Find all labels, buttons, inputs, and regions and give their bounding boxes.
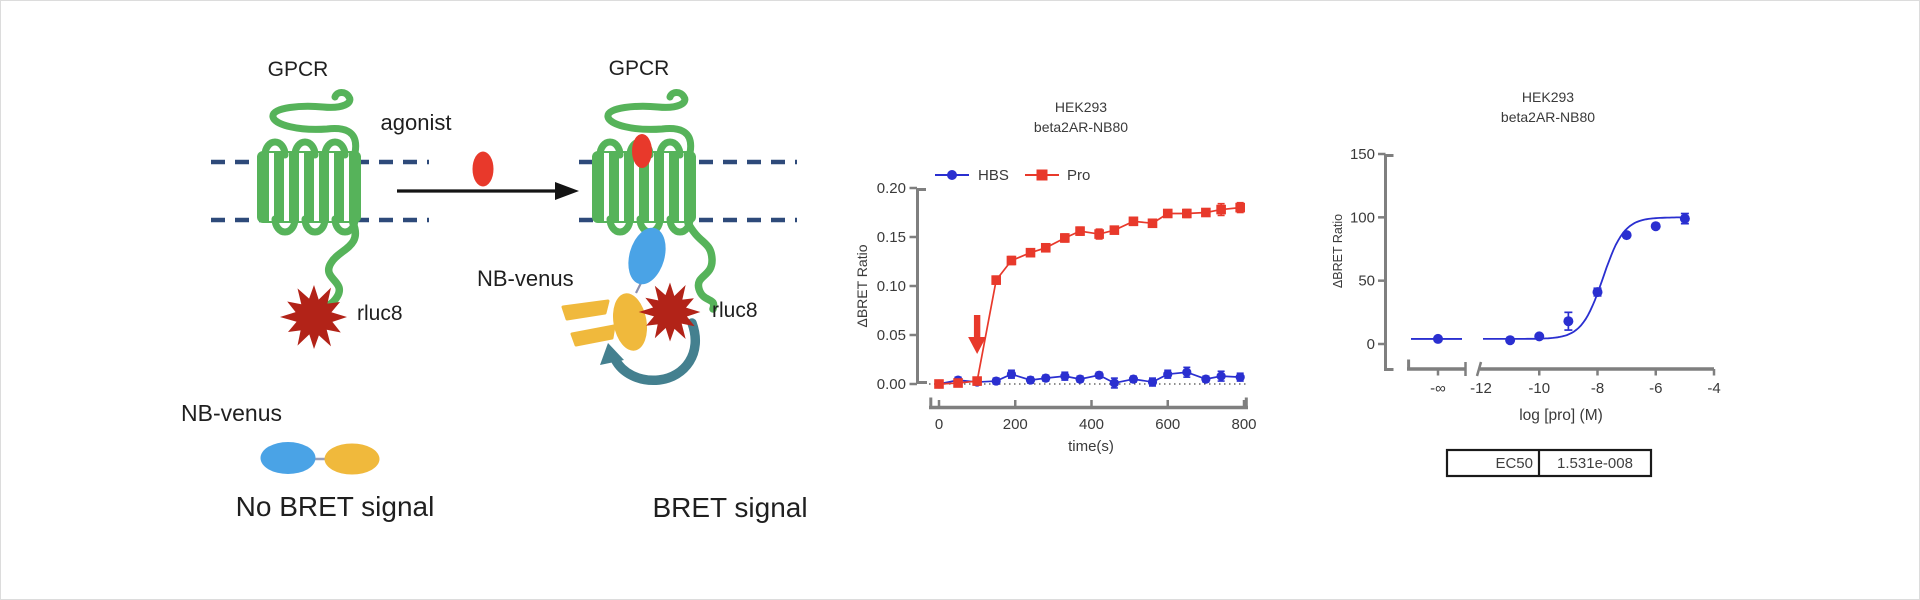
agonist-label: agonist — [380, 110, 452, 135]
svg-text:0: 0 — [1367, 336, 1375, 353]
nb-venus-dimer — [260, 442, 380, 475]
emission-flashes-icon — [561, 299, 616, 347]
energy-transfer-arrow — [600, 318, 701, 385]
dose-response-points — [1433, 212, 1690, 346]
transition-arrow — [397, 182, 579, 200]
bret-signal-label: BRET signal — [652, 492, 808, 523]
svg-text:log [pro] (M): log [pro] (M) — [1519, 407, 1603, 424]
timecourse-title-line2: beta2AR-NB80 — [1033, 119, 1129, 135]
timecourse-chart: 0.00 0.05 0.10 0.15 0.20 ΔBRET Ratio 0 200 400 60… — [854, 167, 1257, 455]
svg-text:-6: -6 — [1649, 380, 1662, 397]
svg-text:0.05: 0.05 — [877, 327, 906, 344]
timecourse-title-line1: HEK293 — [1054, 99, 1108, 115]
svg-text:800: 800 — [1231, 416, 1256, 433]
svg-text:-10: -10 — [1528, 380, 1550, 397]
nb-venus-bottom-label: NB-venus — [181, 400, 282, 426]
gpcr-left-label: GPCR — [267, 58, 329, 81]
timecourse-legend: HBS Pro — [935, 167, 1090, 184]
svg-text:600: 600 — [1155, 416, 1180, 433]
dose-response-chart: 0 50 100 150 ΔBRET Ratio -∞ -12 -10 -8 -6 -4 log [p… — [1331, 146, 1721, 478]
injection-arrow-icon — [968, 315, 987, 354]
svg-text:-4: -4 — [1707, 380, 1720, 397]
nb-venus-linker — [635, 282, 642, 294]
svg-text:0.20: 0.20 — [877, 180, 906, 197]
svg-text:-8: -8 — [1591, 380, 1604, 397]
svg-text:150: 150 — [1350, 146, 1375, 163]
svg-text:time(s): time(s) — [1068, 438, 1114, 455]
svg-text:-∞: -∞ — [1430, 380, 1446, 397]
nanobody-oval — [628, 227, 666, 285]
svg-text:100: 100 — [1350, 209, 1375, 226]
svg-text:200: 200 — [1003, 416, 1028, 433]
svg-text:ΔBRET Ratio: ΔBRET Ratio — [1331, 214, 1345, 288]
svg-text:0.15: 0.15 — [877, 229, 906, 246]
svg-text:0.10: 0.10 — [877, 278, 906, 295]
no-bret-signal-label: No BRET signal — [235, 491, 435, 522]
nb-venus-right-label: NB-venus — [477, 266, 574, 291]
dose-response-title-line2: beta2AR-NB80 — [1500, 109, 1596, 125]
venus-oval — [612, 293, 648, 351]
receptor-left — [257, 93, 361, 349]
venus-oval-free — [324, 443, 380, 475]
svg-text:400: 400 — [1079, 416, 1104, 433]
svg-text:HBS: HBS — [978, 167, 1009, 184]
svg-text:0.00: 0.00 — [877, 376, 906, 393]
ec50-table: EC50 1.531e-008 — [1445, 448, 1653, 478]
nanobody-oval-free — [260, 442, 316, 474]
svg-text:-12: -12 — [1470, 380, 1492, 397]
svg-text:0: 0 — [935, 416, 943, 433]
gpcr-right-label: GPCR — [608, 57, 670, 80]
svg-text:Pro: Pro — [1067, 167, 1090, 184]
receptor-right — [561, 93, 718, 385]
rluc8-left-label: rluc8 — [357, 302, 403, 325]
svg-text:EC50: EC50 — [1495, 455, 1533, 472]
agonist-bound — [632, 134, 652, 168]
svg-text:50: 50 — [1358, 273, 1375, 290]
dose-response-title-line1: HEK293 — [1521, 89, 1575, 105]
svg-text:1.531e-008: 1.531e-008 — [1557, 455, 1633, 472]
agonist-ligand — [472, 151, 494, 187]
svg-text:ΔBRET Ratio: ΔBRET Ratio — [854, 244, 870, 327]
series-pro — [934, 201, 1245, 389]
rluc8-right-label: rluc8 — [712, 299, 758, 322]
